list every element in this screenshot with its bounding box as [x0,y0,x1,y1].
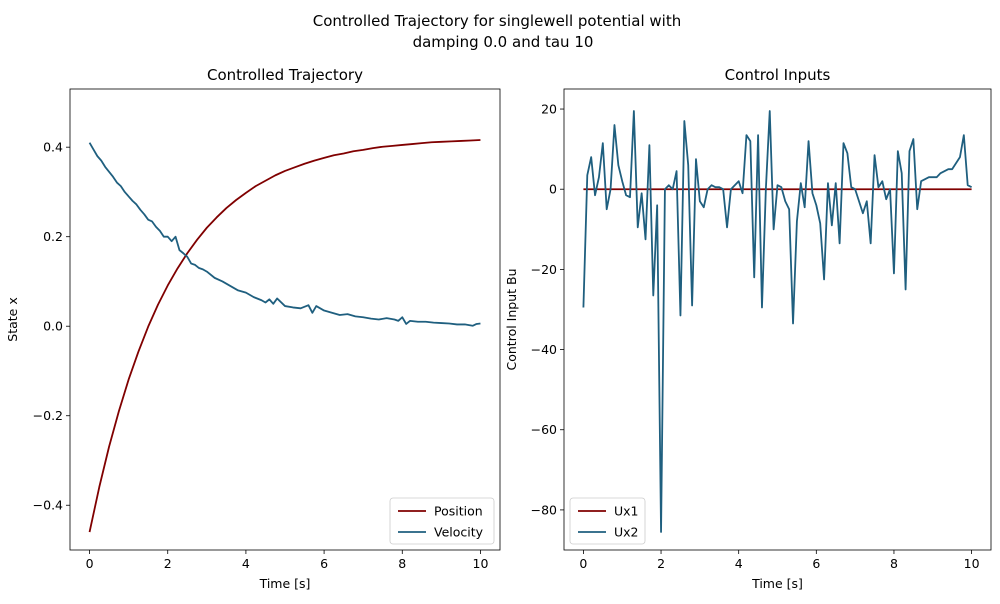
chart1-y-tick-label: −80 [531,502,557,517]
chart0-x-tick-label: 10 [473,556,489,571]
chart1-series-group [582,110,973,533]
figure-title-line2: damping 0.0 and tau 10 [413,33,594,51]
chart1-x-tick-label: 2 [657,556,665,571]
chart1-y-tick-label: 20 [541,102,557,117]
chart1-series-line-ux2 [582,110,973,533]
chart0-legend: Position Velocity [389,497,495,545]
chart1-x-tick-label: 4 [735,556,743,571]
chart1-x-tick-label: 6 [812,556,820,571]
chart0-x-tick-label: 0 [86,556,94,571]
chart0-y-axis-label: State x [5,297,20,341]
figure-title-line1: Controlled Trajectory for singlewell pot… [313,12,681,30]
chart0-title: Controlled Trajectory [207,66,363,84]
chart1-x-tick-label: 10 [964,556,980,571]
chart1-legend-label-ux2: Ux2 [614,525,639,540]
chart0-x-tick-label: 6 [320,556,328,571]
chart1-y-axis-label: Control Input Bu [504,269,519,371]
chart1-y-tick-label: 0 [549,182,557,197]
chart0-legend-label-velocity: Velocity [434,525,484,540]
chart0-x-tick-label: 2 [164,556,172,571]
left-chart-panel: 0 2 4 6 8 10 −0.4 −0.2 0.0 0.2 0.4 Controlled Traje… [5,66,501,591]
chart1-title: Control Inputs [725,66,831,84]
chart0-y-tick-label: 0.2 [43,229,63,244]
chart1-y-tick-label: −60 [531,422,557,437]
chart1-legend-label-ux1: Ux1 [614,504,639,519]
chart0-x-tick-label: 8 [398,556,406,571]
chart1-x-tick-label: 8 [890,556,898,571]
chart1-x-tick-label: 0 [579,556,587,571]
chart0-x-axis-label: Time [s] [259,576,311,591]
chart0-y-tick-label: −0.2 [33,408,63,423]
chart0-y-tick-label: −0.4 [33,498,63,513]
chart0-series-line-velocity [88,142,481,327]
chart1-y-tick-label: −40 [531,342,557,357]
chart1-axes-frame [563,88,992,551]
chart0-x-tick-label: 4 [242,556,250,571]
chart0-series-group [88,139,481,533]
chart0-y-tick-label: 0.4 [43,140,63,155]
chart0-y-tick-label: 0.0 [43,319,63,334]
chart1-y-tick-label: −20 [531,262,557,277]
chart0-axes-frame [69,88,501,551]
right-chart-panel: 0 2 4 6 8 10 −80 −60 −40 −20 0 20 Control Inputs Time… [504,66,992,591]
chart0-legend-label-position: Position [434,504,483,519]
chart0-series-line-position [88,139,481,533]
chart1-x-axis-label: Time [s] [751,576,803,591]
